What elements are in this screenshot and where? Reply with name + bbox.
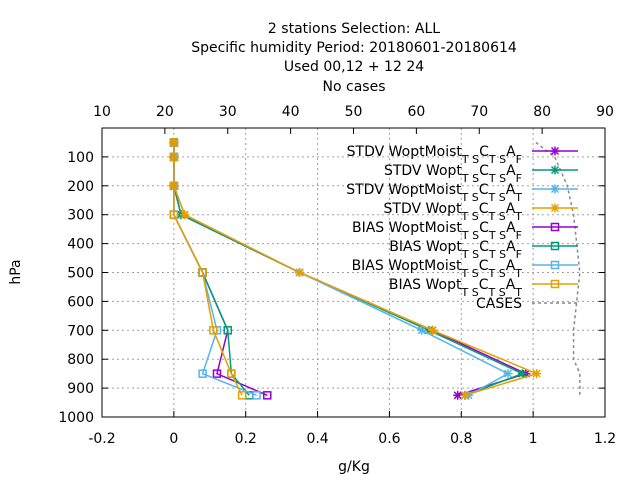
data-point-square [263,391,272,400]
data-point-square [550,222,560,232]
data-point-square [169,138,179,147]
data-point-square [169,152,179,162]
data-point-x [460,390,470,400]
plot-frame [101,127,606,418]
x-tick-label: 0.8 [450,431,472,447]
series-layer [169,137,581,400]
series-line [535,141,581,396]
series-line [173,142,243,396]
title-line-1: 2 stations Selection: ALL [268,21,440,37]
legend-entry: BIAS WoptT SCT SAF [389,239,578,261]
legend-entry: BIAS WoptT SCT SAT [389,277,578,299]
y-tick-label: 600 [67,294,94,310]
title-line-2: Specific humidity Period: 20180601-20180… [191,40,517,56]
y-tick-label: 1000 [58,410,94,426]
data-point-square [252,391,261,400]
x2-tick-label: 10 [93,104,111,120]
y-axis-label: hPa [8,259,24,284]
legend-label: STDV WoptT SCT SAT [384,201,523,223]
y-tick-label: 100 [67,150,94,166]
data-point-square [223,326,232,335]
data-point-x [428,325,438,335]
grid [102,128,605,417]
legend-entry: BIAS WoptMoistT SCT SAT [352,258,578,280]
data-point-square [209,326,218,335]
data-point-square [550,279,560,289]
data-point-square [198,369,207,378]
x-tick-label: 0.2 [235,431,257,447]
x2-tick-label: 40 [282,104,300,120]
x-axis-label: g/Kg [338,459,370,475]
data-point-square [212,369,222,378]
y-tick-label: 300 [67,208,94,224]
x-tick-label: 0 [169,431,178,447]
data-point-x [550,203,560,213]
x2-tick-label: 30 [219,104,237,120]
x-tick-label: 1 [529,431,538,447]
x2-tick-label: 60 [407,104,425,120]
legend-label: CASES [476,296,522,312]
legend-label: BIAS WoptT SCT SAT [389,277,522,299]
data-point-x [550,165,560,175]
data-point-square [198,268,207,277]
x-axis-ticks: -0.2 0 0.2 0.4 0.6 0.8 1 1.2 [88,411,616,447]
x2-axis-ticks: 10 20 30 40 50 60 70 80 90 [93,104,614,134]
series-8 [535,141,581,396]
y-tick-label: 900 [67,381,94,397]
y-tick-label: 800 [67,352,94,368]
x2-tick-label: 70 [470,104,488,120]
legend-label: BIAS WoptT SCT SAF [389,239,522,261]
data-point-square [169,210,179,219]
data-point-x [295,268,305,277]
data-point-square [550,260,560,270]
data-point-square [550,241,560,251]
x-tick-label: 1.2 [594,431,616,447]
y-tick-label: 700 [67,323,94,339]
x-tick-label: 0.6 [378,431,400,447]
legend-label: BIAS WoptMoistT SCT SAF [352,220,522,242]
data-point-square [169,181,179,191]
legend-entry: CASES [476,296,578,312]
x2-tick-label: 90 [596,104,614,120]
legend-entry: STDV WoptMoistT SCT SAF [347,144,578,166]
data-point-x [550,146,560,156]
x2-tick-label: 80 [533,104,551,120]
data-point-x [180,210,190,220]
legend-label: STDV WoptMoistT SCT SAF [347,144,522,166]
chart-title: 2 stations Selection: ALL Specific humid… [191,21,517,95]
legend-label: STDV WoptT SCT SAF [384,163,522,185]
legend-label: BIAS WoptMoistT SCT SAT [352,258,523,280]
legend-label: STDV WoptMoistT SCT SAT [346,182,522,204]
legend-entry: STDV WoptMoistT SCT SAT [346,182,578,204]
legend-entry: STDV WoptT SCT SAT [384,201,578,223]
data-point-x [417,325,427,335]
x2-tick-label: 20 [156,104,174,120]
data-point-x [550,184,560,194]
data-point-x [517,369,527,379]
x2-tick-label: 50 [345,104,363,120]
series-7 [169,138,247,400]
legend-entry: STDV WoptT SCT SAF [384,163,578,185]
y-axis-ticks: 100 200 300 400 500 600 700 800 900 1000 [58,150,605,426]
y-tick-label: 400 [67,237,94,253]
data-point-square [237,391,247,400]
data-point-x [532,369,542,379]
title-line-3: Used 00,12 + 12 24 [284,59,424,75]
data-point-x [503,369,513,379]
x-tick-label: 0.4 [306,431,328,447]
x-tick-label: -0.2 [88,431,115,447]
legend-entry: BIAS WoptMoistT SCT SAF [352,220,578,242]
y-tick-label: 500 [67,266,94,282]
title-line-4: No cases [323,79,386,95]
data-point-square [227,369,236,378]
y-tick-label: 200 [67,179,94,195]
